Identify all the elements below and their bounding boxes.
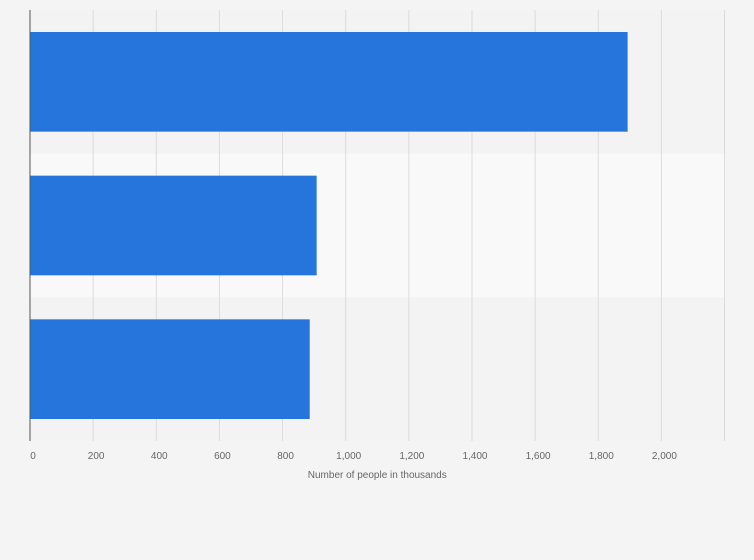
x-tick-label: 400	[151, 451, 168, 462]
x-tick-label: 800	[277, 451, 294, 462]
x-tick-label: 2,000	[652, 451, 677, 462]
x-tick-label: 1,200	[399, 451, 424, 462]
x-tick-label: 1,800	[589, 451, 614, 462]
bar-1	[30, 32, 628, 132]
bar-3	[30, 319, 310, 419]
x-tick-label: 1,000	[336, 451, 361, 462]
bars	[30, 32, 628, 419]
x-tick-label: 1,400	[462, 451, 487, 462]
bar-2	[30, 175, 317, 276]
x-tick-label: 200	[88, 451, 105, 462]
x-axis-title: Number of people in thousands	[308, 470, 447, 481]
x-tick-label: 1,600	[526, 451, 551, 462]
x-tick-labels: 0 200 400 600 800 1,000 1,200 1,400 1,600 1,800 2,…	[30, 451, 677, 462]
x-tick-label: 0	[30, 451, 36, 462]
x-tick-label: 600	[214, 451, 231, 462]
